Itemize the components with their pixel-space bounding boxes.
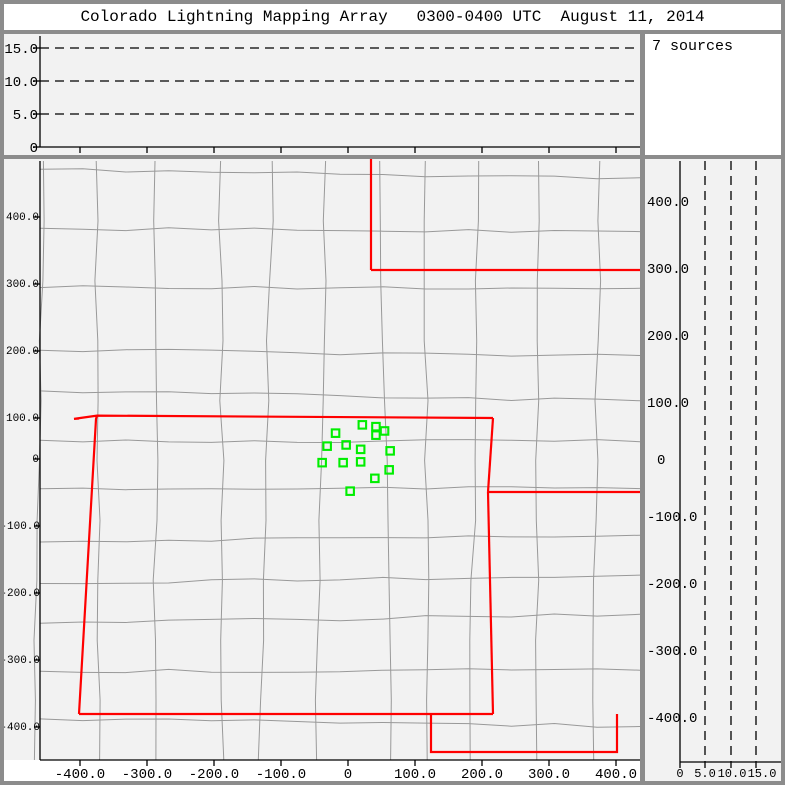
svg-text:-400.0: -400.0 [55, 767, 105, 781]
svg-text:-200.0: -200.0 [4, 588, 40, 600]
svg-text:-300.0: -300.0 [122, 154, 172, 155]
svg-text:10.0: 10.0 [4, 75, 38, 91]
svg-text:200.0: 200.0 [461, 767, 503, 781]
svg-text:200.0: 200.0 [461, 154, 503, 155]
svg-text:-400.0: -400.0 [4, 722, 40, 734]
svg-text:-100.0: -100.0 [647, 510, 697, 526]
svg-text:-100.0: -100.0 [256, 767, 306, 781]
svg-text:-200.0: -200.0 [189, 767, 239, 781]
svg-text:-100.0: -100.0 [256, 154, 306, 155]
svg-text:0: 0 [32, 454, 39, 466]
svg-text:-200.0: -200.0 [647, 577, 697, 593]
svg-text:10.0: 10.0 [718, 767, 747, 781]
svg-text:5.0: 5.0 [694, 767, 716, 781]
svg-text:400.0: 400.0 [6, 212, 39, 224]
svg-text:100.0: 100.0 [6, 413, 39, 425]
svg-text:0: 0 [344, 154, 352, 155]
svg-text:-300.0: -300.0 [647, 644, 697, 660]
svg-text:5.0: 5.0 [13, 108, 38, 124]
svg-text:400.0: 400.0 [595, 767, 637, 781]
svg-text:0: 0 [657, 453, 665, 469]
svg-text:100.0: 100.0 [394, 154, 436, 155]
svg-text:-400.0: -400.0 [55, 154, 105, 155]
svg-text:-300.0: -300.0 [122, 767, 172, 781]
svg-text:-100.0: -100.0 [4, 521, 40, 533]
svg-text:300.0: 300.0 [647, 262, 689, 278]
svg-text:200.0: 200.0 [6, 346, 39, 358]
svg-text:100.0: 100.0 [647, 396, 689, 412]
svg-text:0: 0 [344, 767, 352, 781]
svg-text:15.0: 15.0 [4, 42, 38, 58]
svg-text:300.0: 300.0 [6, 279, 39, 291]
svg-text:300.0: 300.0 [528, 154, 570, 155]
svg-text:0: 0 [30, 141, 38, 155]
svg-text:200.0: 200.0 [647, 329, 689, 345]
svg-text:-200.0: -200.0 [189, 154, 239, 155]
svg-text:-300.0: -300.0 [4, 655, 40, 667]
svg-text:300.0: 300.0 [528, 767, 570, 781]
svg-text:400.0: 400.0 [595, 154, 637, 155]
svg-text:400.0: 400.0 [647, 195, 689, 211]
svg-text:15.0: 15.0 [748, 767, 777, 781]
svg-text:-400.0: -400.0 [647, 711, 697, 727]
svg-text:100.0: 100.0 [394, 767, 436, 781]
svg-text:0: 0 [676, 767, 683, 781]
